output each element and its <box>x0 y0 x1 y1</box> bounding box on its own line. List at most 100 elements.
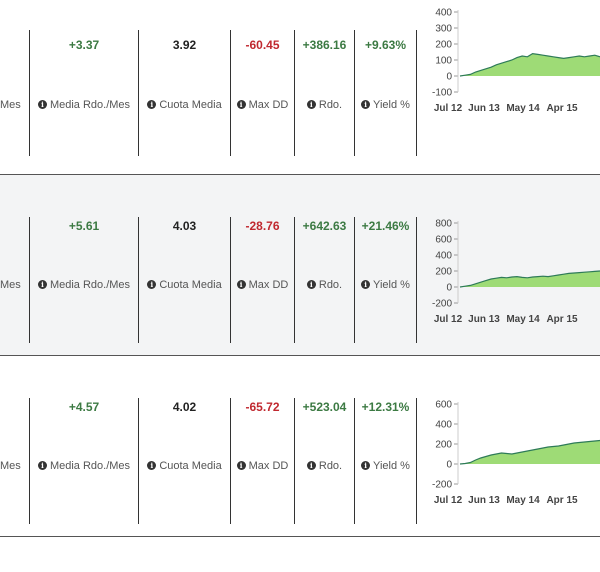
y-tick-label: 100 <box>435 56 452 67</box>
rdo-label[interactable]: i Rdo. <box>295 279 354 291</box>
info-circle-icon[interactable]: i <box>236 461 246 470</box>
x-tick-label: Apr 15 <box>546 314 578 325</box>
rdo-label[interactable]: i Rdo. <box>295 460 354 472</box>
info-circle-icon[interactable]: i <box>236 100 246 109</box>
profit-chart: 400 300 200 100 0 -100 Jul 12 Jun 13 May 14 Apr 1… <box>432 8 600 114</box>
divider <box>29 30 30 156</box>
media-value: +4.57 <box>68 400 100 414</box>
divider <box>29 217 30 343</box>
x-tick-label: Jun 13 <box>468 314 500 325</box>
media-label[interactable]: i Media Rdo./Mes <box>30 99 138 111</box>
divider <box>29 398 30 524</box>
info-circle-icon[interactable]: i <box>147 100 157 109</box>
x-tick-label: Apr 15 <box>546 495 578 506</box>
divider <box>294 398 295 524</box>
y-tick-label: 600 <box>435 400 452 411</box>
maxdd-label[interactable]: i Max DD <box>231 99 294 111</box>
divider <box>416 398 417 524</box>
yield-label[interactable]: i Yield % <box>355 279 416 291</box>
x-tick-label: Jul 12 <box>434 103 463 114</box>
area-fill <box>460 440 600 464</box>
y-tick-label: -100 <box>432 88 452 99</box>
x-tick-label: Jun 13 <box>468 103 500 114</box>
yield-label[interactable]: i Yield % <box>355 99 416 111</box>
row-separator <box>0 536 600 537</box>
maxdd-value: -65.72 <box>245 400 280 414</box>
yield-value: +9.63% <box>364 38 407 52</box>
divider <box>416 217 417 343</box>
media-label[interactable]: i Media Rdo./Mes <box>30 460 138 472</box>
info-circle-icon[interactable]: i <box>361 100 371 109</box>
rdo-value: +642.63 <box>302 219 347 233</box>
rdo-value: +523.04 <box>302 400 347 414</box>
x-tick-label: Jul 12 <box>434 495 463 506</box>
media-value: +3.37 <box>68 38 100 52</box>
info-circle-icon[interactable]: i <box>147 280 157 289</box>
divider <box>230 217 231 343</box>
divider <box>354 30 355 156</box>
series-line <box>459 439 600 465</box>
maxdd-value: -60.45 <box>245 38 280 52</box>
cuota-label[interactable]: i Cuota Media <box>139 460 230 472</box>
info-circle-icon[interactable]: i <box>37 461 47 470</box>
media-value: +5.61 <box>68 219 100 233</box>
mes-label: Mes <box>0 460 21 472</box>
cuota-value: 4.02 <box>172 400 197 414</box>
divider <box>230 398 231 524</box>
y-tick-label: 400 <box>435 251 452 262</box>
divider <box>416 30 417 156</box>
profit-chart: 800 600 400 200 0 -200 Jul 12 Jun 13 May 14 Apr 1… <box>432 219 600 325</box>
yield-value: +12.31% <box>361 400 410 414</box>
divider <box>354 398 355 524</box>
info-circle-icon[interactable]: i <box>37 100 47 109</box>
y-tick-label: 0 <box>446 460 452 471</box>
row-separator <box>0 174 600 175</box>
divider <box>230 30 231 156</box>
divider <box>138 30 139 156</box>
y-tick-label: 400 <box>435 8 452 19</box>
stats-row: +3.37 3.92 -60.45 +386.16 +9.63% Mes i Me… <box>0 8 600 210</box>
divider <box>138 398 139 524</box>
x-tick-label: May 14 <box>506 495 540 506</box>
divider <box>354 217 355 343</box>
info-circle-icon[interactable]: i <box>361 280 371 289</box>
y-tick-label: -200 <box>432 299 452 310</box>
y-tick-label: -200 <box>432 480 452 491</box>
series-line <box>459 52 600 77</box>
x-tick-label: Jul 12 <box>434 314 463 325</box>
maxdd-label[interactable]: i Max DD <box>231 279 294 291</box>
info-circle-icon[interactable]: i <box>236 280 246 289</box>
yield-label[interactable]: i Yield % <box>355 460 416 472</box>
series-line <box>459 270 600 288</box>
y-tick-label: 0 <box>446 72 452 83</box>
mes-label: Mes <box>0 279 21 291</box>
y-tick-label: 600 <box>435 235 452 246</box>
rdo-label[interactable]: i Rdo. <box>295 99 354 111</box>
x-tick-label: May 14 <box>506 103 540 114</box>
y-tick-label: 200 <box>435 440 452 451</box>
y-tick-label: 400 <box>435 420 452 431</box>
rdo-value: +386.16 <box>302 38 347 52</box>
info-circle-icon[interactable]: i <box>306 280 316 289</box>
info-circle-icon[interactable]: i <box>147 461 157 470</box>
info-circle-icon[interactable]: i <box>361 461 371 470</box>
info-circle-icon[interactable]: i <box>306 100 316 109</box>
cuota-label[interactable]: i Cuota Media <box>139 279 230 291</box>
info-circle-icon[interactable]: i <box>306 461 316 470</box>
y-tick-label: 300 <box>435 24 452 35</box>
divider <box>138 217 139 343</box>
cuota-value: 4.03 <box>172 219 197 233</box>
cuota-label[interactable]: i Cuota Media <box>139 99 230 111</box>
media-label[interactable]: i Media Rdo./Mes <box>30 279 138 291</box>
maxdd-value: -28.76 <box>245 219 280 233</box>
info-circle-icon[interactable]: i <box>37 280 47 289</box>
divider <box>294 30 295 156</box>
maxdd-label[interactable]: i Max DD <box>231 460 294 472</box>
y-tick-label: 800 <box>435 219 452 230</box>
x-tick-label: Jun 13 <box>468 495 500 506</box>
area-fill <box>460 53 600 76</box>
area-fill <box>460 271 600 287</box>
y-tick-label: 200 <box>435 40 452 51</box>
